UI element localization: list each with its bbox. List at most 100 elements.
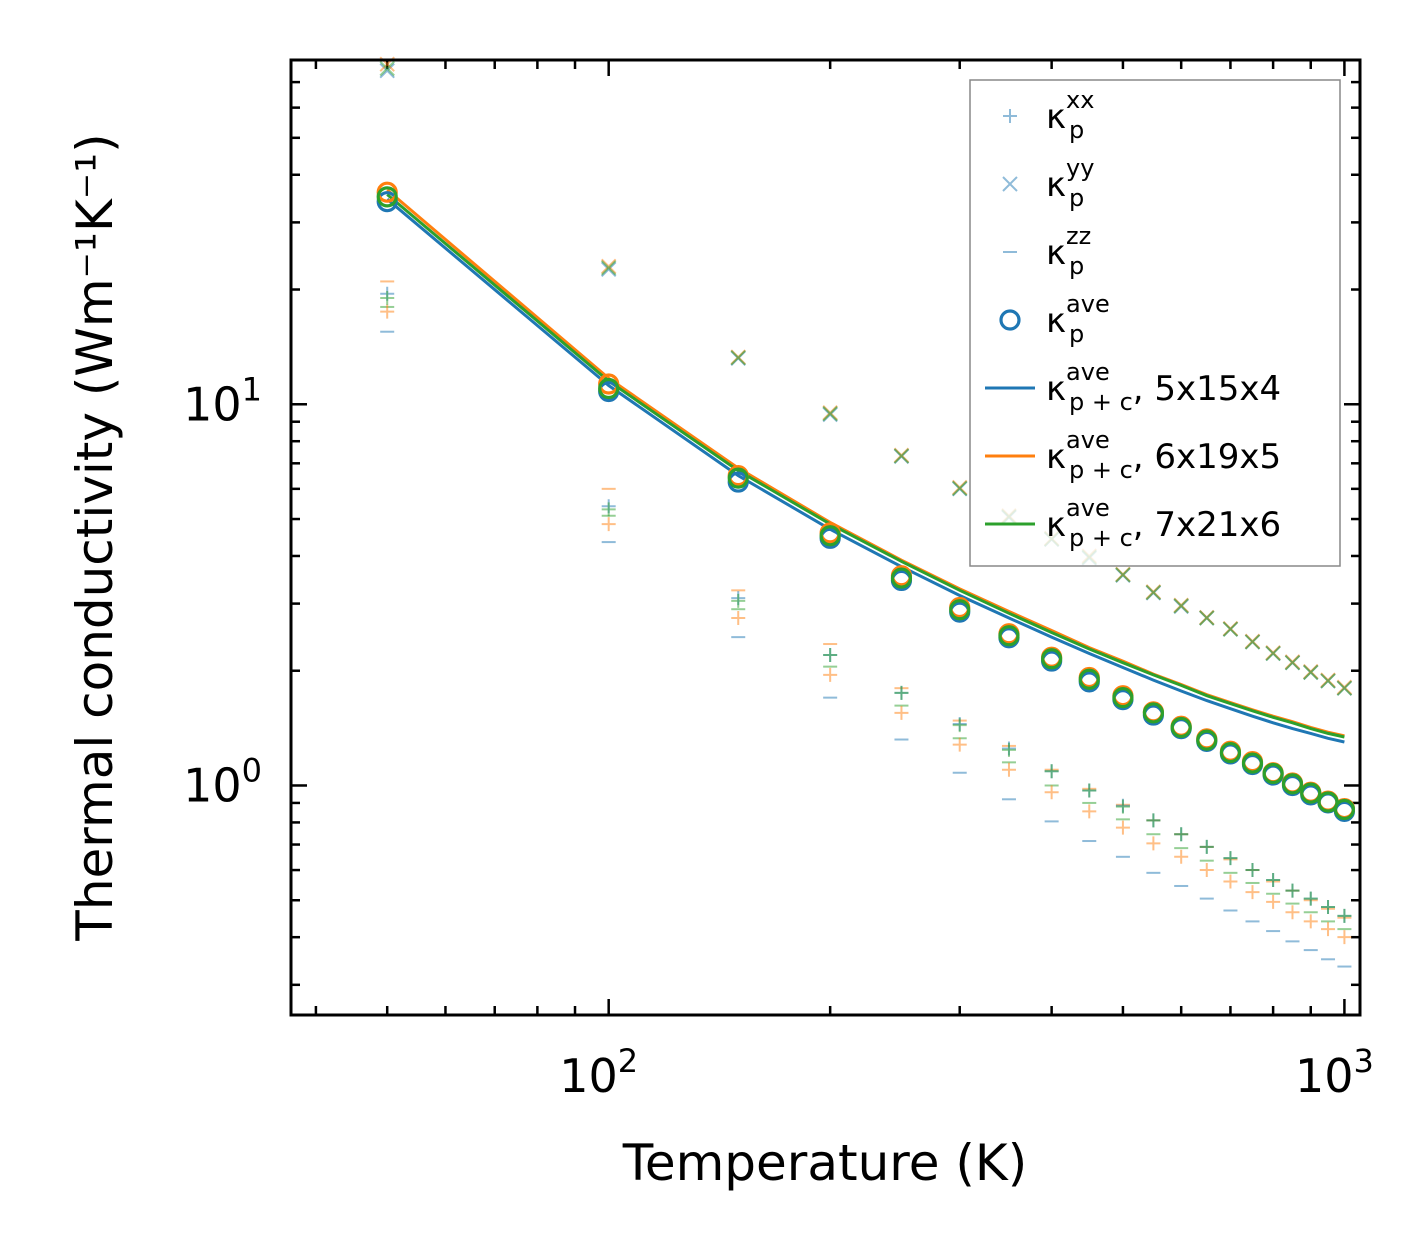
data-point [823, 667, 838, 682]
data-point [1337, 930, 1352, 945]
data-point [601, 502, 616, 517]
legend-marker [1003, 109, 1017, 123]
data-point [1337, 908, 1352, 923]
data-point [952, 737, 967, 752]
data-point [731, 611, 746, 626]
series-line [386, 193, 1345, 739]
data-point [1262, 762, 1284, 785]
data-point [823, 647, 838, 662]
data-point [1320, 673, 1336, 689]
data-point [1115, 567, 1131, 583]
data-point [1173, 598, 1189, 614]
data-point [1303, 664, 1319, 681]
data-point [1281, 773, 1304, 795]
data-point [1266, 894, 1281, 909]
data-point [600, 261, 617, 277]
plot-frame [289, 58, 1362, 1017]
data-point [601, 517, 616, 532]
data-point [1078, 668, 1100, 690]
major-ticks [291, 60, 1360, 1015]
legend-frame [969, 79, 1341, 567]
data-point [1044, 785, 1059, 800]
data-point [730, 349, 746, 366]
data-point [1321, 922, 1336, 937]
data-point [1321, 900, 1336, 915]
series-line-blue [386, 198, 1345, 744]
data-point [1244, 634, 1261, 650]
data-point [893, 448, 910, 464]
data-point [1112, 687, 1134, 709]
data-point [1222, 621, 1239, 637]
data-point [380, 304, 395, 319]
data-point [1115, 820, 1130, 835]
data-point [1001, 762, 1016, 777]
data-point [952, 718, 967, 733]
data-point [1146, 813, 1161, 828]
data-point [1199, 610, 1215, 626]
data-point [1245, 885, 1260, 900]
data-point [1285, 883, 1300, 898]
series-dash-blue [380, 330, 1352, 968]
x-tick-labels: 102 103 [559, 1042, 1374, 1103]
plot-area [376, 56, 1356, 968]
data-point [379, 62, 395, 79]
data-point [949, 599, 971, 621]
series-circle-green [376, 186, 1356, 821]
data-point [1196, 729, 1218, 751]
data-point [1199, 863, 1214, 878]
data-point [1199, 839, 1214, 854]
x-tick-label: 102 [559, 1042, 638, 1103]
data-point [1300, 782, 1322, 804]
data-point [894, 705, 909, 720]
data-point [1266, 873, 1281, 888]
data-point [379, 60, 395, 77]
data-point [1146, 836, 1161, 851]
data-point [1303, 891, 1318, 906]
data-point [598, 377, 620, 400]
data-point [1082, 804, 1097, 819]
data-point [1223, 851, 1238, 866]
series-plus-green [380, 291, 1352, 923]
data-point [1142, 702, 1164, 724]
data-point [1223, 874, 1238, 889]
data-point [1041, 648, 1063, 670]
series-line-green [386, 193, 1345, 739]
data-point [1174, 827, 1189, 842]
data-point [727, 467, 749, 489]
y-tick-label: 101 [183, 370, 262, 431]
data-point [1333, 798, 1356, 821]
data-point [1115, 799, 1130, 814]
data-point [819, 525, 841, 547]
data-point [890, 567, 913, 589]
data-point [600, 260, 617, 276]
series-plus-orange [380, 304, 1352, 945]
data-point [731, 593, 746, 608]
data-point [376, 186, 398, 208]
data-point [952, 480, 968, 496]
data-point [1170, 716, 1192, 739]
series-line [386, 198, 1345, 744]
legend-marker [999, 309, 1021, 331]
x-axis-label: Temperature (K) [622, 1134, 1027, 1192]
data-point [1001, 742, 1016, 757]
data-point [600, 258, 617, 275]
data-point [1082, 783, 1097, 798]
data-point [1241, 752, 1264, 774]
data-point [822, 405, 838, 422]
data-point [1285, 905, 1300, 920]
data-point [1174, 849, 1189, 864]
data-point [1265, 645, 1281, 662]
data-point [1145, 584, 1162, 601]
data-point [1284, 654, 1301, 671]
data-point [1336, 680, 1353, 696]
y-tick-label: 100 [183, 751, 262, 812]
data-point [894, 685, 909, 700]
data-point [1044, 764, 1059, 779]
x-tick-label: 103 [1295, 1042, 1374, 1103]
data-point [1219, 741, 1242, 764]
data-point [1303, 914, 1318, 929]
y-axis-label: Thermal conductivity (Wm⁻¹K⁻¹) [66, 133, 124, 941]
data-point [998, 625, 1020, 647]
